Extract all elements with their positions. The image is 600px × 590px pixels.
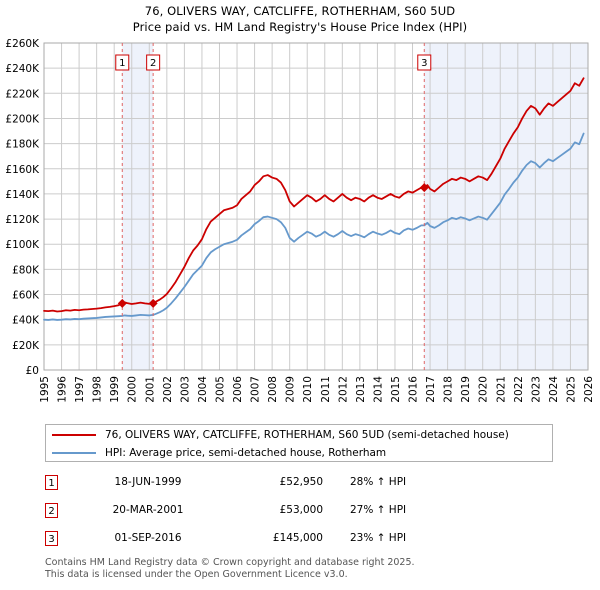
transaction-index-badge: 1 bbox=[45, 475, 58, 490]
copyright-footer: Contains HM Land Registry data © Crown c… bbox=[45, 557, 585, 580]
x-axis-tick-label: 1996 bbox=[57, 376, 69, 403]
transactions-table: 1 18-JUN-1999 £52,950 28% ↑ HPI 2 20-MAR… bbox=[45, 472, 565, 556]
y-axis-tick-label: £40K bbox=[12, 315, 40, 327]
x-axis-tick-label: 1995 bbox=[39, 376, 51, 403]
y-axis-tick-label: £0 bbox=[26, 365, 39, 377]
event-marker-diamond bbox=[148, 298, 158, 308]
event-marker-badge[interactable] bbox=[146, 54, 161, 71]
x-axis-tick-label: 2011 bbox=[320, 376, 332, 403]
x-axis-tick-label: 2019 bbox=[460, 376, 472, 403]
transaction-hpi-delta: 23% ↑ HPI bbox=[350, 532, 407, 544]
chart-shaded-band bbox=[122, 43, 154, 370]
title-line-2: Price paid vs. HM Land Registry's House … bbox=[132, 20, 468, 34]
event-marker-diamond bbox=[117, 298, 127, 308]
x-axis-tick-label: 2022 bbox=[513, 376, 525, 403]
page-title: 76, OLIVERS WAY, CATCLIFFE, ROTHERHAM, S… bbox=[0, 3, 600, 35]
y-axis-tick-label: £60K bbox=[12, 290, 40, 302]
x-axis-tick-label: 2025 bbox=[565, 376, 577, 403]
x-axis-tick-label: 2017 bbox=[425, 376, 437, 403]
legend-item-hpi: HPI: Average price, semi-detached house,… bbox=[52, 444, 552, 462]
x-axis-tick-label: 2004 bbox=[197, 376, 209, 403]
x-axis-tick-label: 2002 bbox=[162, 376, 174, 403]
title-line-1: 76, OLIVERS WAY, CATCLIFFE, ROTHERHAM, S… bbox=[144, 4, 456, 18]
x-axis-tick-label: 2006 bbox=[232, 376, 244, 403]
transaction-hpi-delta: 27% ↑ HPI bbox=[350, 504, 407, 516]
legend-swatch-hpi bbox=[52, 452, 96, 454]
event-marker-badge[interactable] bbox=[115, 54, 130, 71]
x-axis-tick-label: 2024 bbox=[548, 376, 560, 403]
x-axis-tick-label: 2003 bbox=[179, 376, 191, 403]
x-axis-tick-label: 2016 bbox=[408, 376, 420, 403]
x-axis-tick-label: 2013 bbox=[355, 376, 367, 403]
plot-frame bbox=[43, 42, 589, 371]
x-axis-tick-label: 2001 bbox=[144, 376, 156, 403]
price-history-chart: £0 £20K £40K £60K £80K £100K £120K £140K £160K £1… bbox=[5, 38, 595, 403]
series-line-hpi bbox=[43, 132, 585, 321]
event-marker-badge-label: 1 bbox=[119, 58, 125, 69]
event-marker-badge-label: 3 bbox=[421, 58, 427, 69]
footer-line-1: Contains HM Land Registry data © Crown c… bbox=[45, 557, 415, 568]
table-row: 3 01-SEP-2016 £145,000 23% ↑ HPI bbox=[45, 528, 565, 556]
table-row: 2 20-MAR-2001 £53,000 27% ↑ HPI bbox=[45, 500, 565, 528]
chart-shaded-band bbox=[424, 43, 588, 370]
series-line-property bbox=[43, 77, 585, 313]
event-marker-badge-label: 2 bbox=[150, 58, 156, 69]
transaction-hpi-delta: 28% ↑ HPI bbox=[350, 476, 407, 488]
y-axis-tick-label: £240K bbox=[5, 63, 40, 75]
transaction-index-badge: 3 bbox=[45, 531, 58, 546]
legend-item-property: 76, OLIVERS WAY, CATCLIFFE, ROTHERHAM, S… bbox=[52, 426, 552, 444]
transaction-index-badge: 2 bbox=[45, 503, 58, 518]
x-axis-tick-label: 2009 bbox=[285, 376, 297, 403]
transaction-date: 01-SEP-2016 bbox=[114, 532, 182, 544]
event-marker-badge[interactable] bbox=[417, 54, 432, 71]
x-axis-tick-label: 1998 bbox=[92, 376, 104, 403]
y-axis-tick-label: £140K bbox=[5, 189, 40, 201]
legend-label-hpi: HPI: Average price, semi-detached house,… bbox=[105, 447, 387, 459]
x-axis-tick-label: 2014 bbox=[372, 376, 384, 403]
x-axis-tick-label: 2018 bbox=[443, 376, 455, 403]
y-axis-tick-label: £220K bbox=[5, 88, 40, 100]
table-row: 1 18-JUN-1999 £52,950 28% ↑ HPI bbox=[45, 472, 565, 500]
transaction-price: £53,000 bbox=[279, 504, 323, 516]
x-axis-tick-label: 2007 bbox=[250, 376, 262, 403]
x-axis-tick-label: 1999 bbox=[109, 376, 121, 403]
y-axis-tick-label: £120K bbox=[5, 214, 40, 226]
transaction-date: 20-MAR-2001 bbox=[112, 504, 184, 516]
x-axis-tick-label: 2010 bbox=[302, 376, 314, 403]
x-axis-tick-label: 2021 bbox=[495, 376, 507, 403]
transaction-price: £52,950 bbox=[279, 476, 323, 488]
x-axis-tick-label: 2008 bbox=[267, 376, 279, 403]
y-axis-tick-label: £260K bbox=[5, 38, 40, 50]
event-marker-diamond bbox=[419, 183, 429, 193]
y-axis-tick-label: £20K bbox=[12, 340, 40, 352]
x-axis-tick-label: 2026 bbox=[583, 376, 595, 403]
x-axis-tick-label: 2023 bbox=[530, 376, 542, 403]
x-axis-tick-label: 2000 bbox=[127, 376, 139, 403]
x-axis-tick-label: 2020 bbox=[478, 376, 490, 403]
x-axis-tick-label: 1997 bbox=[74, 376, 86, 403]
footer-line-2: This data is licensed under the Open Gov… bbox=[45, 568, 348, 580]
y-axis-tick-label: £100K bbox=[5, 239, 40, 251]
x-axis-tick-label: 2015 bbox=[390, 376, 402, 403]
y-axis-tick-label: £180K bbox=[5, 139, 40, 151]
y-axis-tick-label: £160K bbox=[5, 164, 40, 176]
legend-swatch-property bbox=[52, 434, 96, 436]
transaction-price: £145,000 bbox=[272, 532, 323, 544]
x-axis-tick-label: 2005 bbox=[214, 376, 226, 403]
y-axis-tick-label: £200K bbox=[5, 113, 40, 125]
y-axis-tick-label: £80K bbox=[12, 264, 40, 276]
chart-legend: 76, OLIVERS WAY, CATCLIFFE, ROTHERHAM, S… bbox=[45, 424, 553, 462]
transaction-date: 18-JUN-1999 bbox=[114, 476, 182, 488]
x-axis-tick-label: 2012 bbox=[337, 376, 349, 403]
legend-label-property: 76, OLIVERS WAY, CATCLIFFE, ROTHERHAM, S… bbox=[105, 429, 509, 441]
